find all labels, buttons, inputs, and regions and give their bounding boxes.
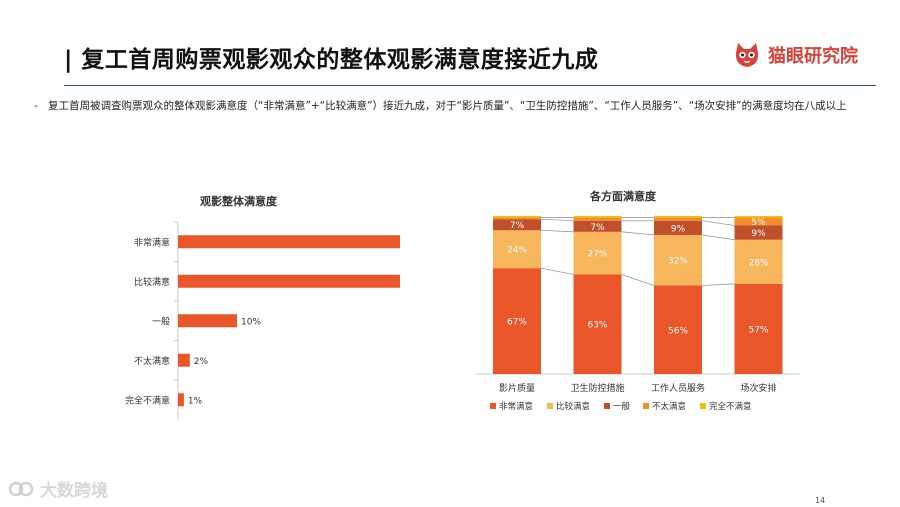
stacked-segment [493,219,541,231]
stacked-segment [493,217,541,220]
stacked-segment [654,285,702,374]
segment-value-label: 9% [751,229,766,239]
segment-value-label: 67% [507,318,527,328]
overall-bar [178,353,190,367]
chart-title-aspects: 各方面满意度 [590,190,656,203]
legend-swatch [604,403,610,409]
title-divider [64,85,876,86]
stacked-segment [734,283,783,374]
legend-label: 不太满意 [652,401,686,412]
stacked-segment [654,220,702,235]
overall-value-label: 2% [194,357,209,367]
segment-value-label: 63% [587,321,607,331]
overall-category-label: 非常满意 [134,236,170,248]
chart-title-overall: 观影整体满意度 [200,195,277,208]
segment-value-label: 56% [668,326,688,336]
stacked-segment [573,216,622,218]
watermark: 大数跨境 [8,476,108,501]
stacked-segment [573,220,622,232]
aspects-category-label: 工作人员服务 [651,382,705,394]
aspects-category-label: 场次安排 [740,382,776,394]
series-connector-line [701,234,735,241]
page-title: | 复工首周购票观影观众的整体观影满意度接近九成 [64,47,599,73]
legend-swatch [547,403,553,409]
series-connector-line [540,229,574,233]
stacked-segment [573,231,622,275]
segment-value-label: 7% [510,221,525,231]
overall-bar [178,314,237,328]
series-connector-line [701,220,735,226]
legend-swatch [643,403,649,409]
legend-label: 非常满意 [499,401,533,412]
watermark-text: 大数跨境 [40,481,108,501]
overall-bar [178,393,184,407]
summary-text: 复工首周被调查购票观众的整体观影满意度（“非常满意”+“比较满意”）接近九成，对… [48,100,847,112]
legend-swatch [700,403,706,409]
series-connector-line [701,283,735,286]
watermark-logo-icon [8,481,34,496]
series-connector-line [621,231,655,236]
legend-label: 完全不满意 [709,401,752,412]
legend-label: 比较满意 [556,401,590,412]
aspects-satisfaction-chart: 67% 24% 7% 影片质量 63% 27% 7% 卫生防控措施 56% 32% 9% 工作人员服务… [476,216,800,412]
summary-bullet: - 复工首周被调查购票观众的整体观影满意度（“非常满意”+“比较满意”）接近九成… [34,97,848,115]
series-connector-line [540,267,574,275]
overall-value-label: 1% [188,396,203,406]
segment-value-label: 5% [751,218,766,228]
stacked-segment [654,217,702,221]
segment-value-label: 28% [748,258,768,268]
segment-value-label: 32% [668,257,688,267]
legend-label: 一般 [613,401,631,412]
overall-category-label: 比较满意 [134,276,170,288]
segment-value-label: 24% [507,246,527,256]
overall-bar [178,274,400,288]
stacked-segment [493,216,541,218]
series-connector-line [540,218,574,222]
stacked-segment [493,268,541,374]
stacked-segment [734,216,783,218]
stacked-segment [573,274,622,374]
segment-value-label: 57% [748,325,768,335]
brand-logo: 猫眼研究院 [732,40,858,70]
stacked-segment [734,217,783,226]
overall-bar [178,235,400,249]
overall-category-label: 一般 [152,315,170,327]
overall-value-label: 10% [241,317,261,327]
legend-swatch [490,403,496,409]
stacked-segment [654,234,702,286]
series-connector-line [621,274,655,286]
stacked-segment [573,217,622,221]
aspects-category-label: 影片质量 [499,382,535,394]
aspects-category-label: 卫生防控措施 [570,382,624,394]
overall-category-label: 不太满意 [134,355,170,367]
bullet-dash: - [34,100,38,112]
overall-category-label: 完全不满意 [125,394,170,406]
stacked-segment [654,216,702,218]
cat-logo-icon [735,43,759,67]
page-number: 14 [815,496,826,505]
stacked-segment [493,230,541,269]
segment-value-label: 9% [671,224,686,234]
logo-text: 猫眼研究院 [768,46,858,67]
stacked-segment [734,239,783,284]
segment-value-label: 7% [590,223,605,233]
stacked-segment [734,225,783,240]
segment-value-label: 27% [587,250,607,260]
